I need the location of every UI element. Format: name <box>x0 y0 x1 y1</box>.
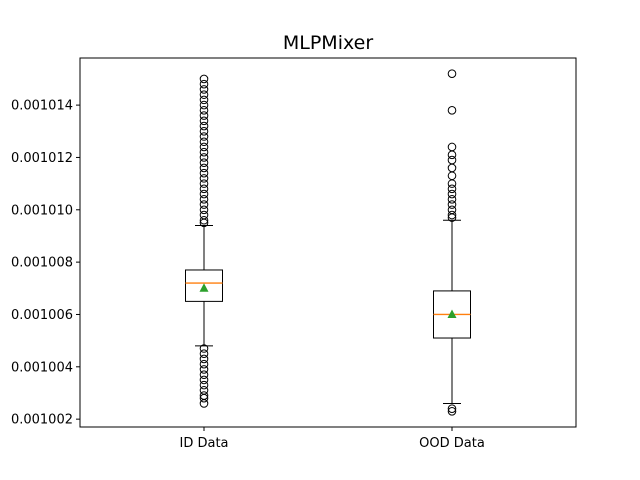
outlier-point <box>447 406 457 416</box>
outlier-point <box>199 393 209 403</box>
outlier-point <box>447 404 457 413</box>
chart-title: MLPMixer <box>283 32 373 54</box>
x-tick-label: OOD Data <box>419 436 485 451</box>
box-group <box>433 69 471 416</box>
outlier-point <box>447 171 457 181</box>
outlier-point <box>199 218 209 228</box>
outlier-point <box>199 147 209 157</box>
outlier-point <box>447 155 457 165</box>
outlier-point <box>199 121 209 131</box>
x-axis: ID Data OOD Data <box>179 427 485 451</box>
x-tick-label: ID Data <box>179 436 228 451</box>
outlier-point <box>199 174 209 183</box>
plot-area-frame <box>79 57 577 428</box>
outlier-point <box>199 111 209 120</box>
outlier-point <box>199 158 209 167</box>
outlier-point <box>199 126 209 136</box>
outlier-point <box>199 168 209 178</box>
outlier-point <box>199 142 209 152</box>
box-group <box>185 74 223 408</box>
outlier-point <box>199 79 209 89</box>
outlier-point <box>199 399 209 408</box>
outlier-point <box>447 69 457 79</box>
outlier-point <box>199 74 209 84</box>
box <box>185 269 223 302</box>
outlier-point <box>199 354 209 364</box>
outlier-point <box>199 106 209 115</box>
outlier-point <box>199 189 209 199</box>
outlier-point <box>199 116 209 126</box>
outlier-point <box>199 132 209 141</box>
outlier-point <box>199 85 209 94</box>
y-tick-label: 0.001012 <box>11 151 73 166</box>
y-tick-label: 0.001010 <box>11 203 73 218</box>
outlier-point <box>199 349 209 359</box>
outlier-point <box>199 380 209 390</box>
y-axis: 0.001002 0.001004 0.001006 0.001008 0.001010… <box>11 99 80 428</box>
y-tick-label: 0.001008 <box>11 256 73 271</box>
outlier-point <box>199 100 209 110</box>
y-tick-label: 0.001004 <box>11 360 73 375</box>
outlier-point <box>447 189 457 199</box>
y-tick-label: 0.001002 <box>11 413 73 428</box>
outlier-point <box>199 370 209 379</box>
outlier-point <box>447 106 457 115</box>
outlier-point <box>199 90 209 99</box>
box-series <box>185 69 471 416</box>
outlier-point <box>199 344 209 353</box>
outlier-point <box>199 195 209 204</box>
outlier-point <box>447 195 457 204</box>
outlier-point <box>447 179 457 188</box>
outlier-point <box>199 205 209 215</box>
y-tick-label: 0.001006 <box>11 308 73 323</box>
mean-marker <box>447 309 457 318</box>
outlier-point <box>447 184 457 194</box>
outlier-point <box>199 200 209 209</box>
outlier-point <box>447 200 457 209</box>
outlier-point <box>447 210 457 220</box>
outlier-point <box>199 163 209 173</box>
outlier-point <box>199 184 209 194</box>
outlier-point <box>199 95 209 105</box>
mean-marker <box>199 283 209 292</box>
outlier-point <box>447 142 457 152</box>
outlier-point <box>199 365 209 374</box>
outlier-point <box>447 163 457 173</box>
outlier-point <box>199 179 209 188</box>
outlier-point <box>199 153 209 162</box>
outlier-point <box>447 150 457 160</box>
outlier-point <box>199 375 209 385</box>
outlier-point <box>199 215 209 225</box>
y-tick-label: 0.001014 <box>11 99 73 114</box>
outlier-point <box>447 213 457 222</box>
outlier-point <box>199 137 209 147</box>
outlier-point <box>199 359 209 369</box>
